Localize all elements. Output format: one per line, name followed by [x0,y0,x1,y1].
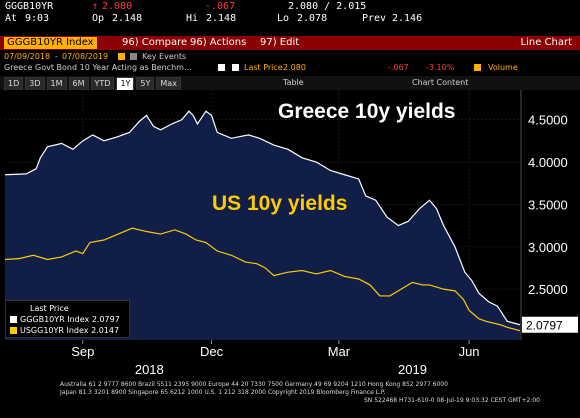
x-tick-label: Jun [459,344,480,359]
edit-button[interactable]: 97) Edit [260,37,300,48]
range-button-3d[interactable]: 3D [25,77,45,91]
y-tick-label: 4.5000 [528,113,568,128]
stats-bar: At 9:03 Op 2.148 Hi 2.148 Lo 2.078 Prev … [0,13,580,25]
change-value: -.067 [205,1,236,12]
legend-swatch-greece [10,316,17,323]
greece-yield-line [4,110,521,326]
legend-value-us: 2.0147 [91,326,120,335]
legend-label-greece: GGGB10YR Index [20,315,90,324]
date-range-bar: 07/09/2018 - 07/08/2019 Key Events [0,51,580,62]
last-value: 2.080 [102,1,133,12]
yield-chart: 4.5000 4.0000 3.5000 3.0000 2.5000 2.0797 Sep D… [4,90,578,377]
x-tick-label: Dec [200,344,224,359]
y-tick-label: 3.0000 [528,240,568,255]
open-label: Op [92,13,105,24]
range-button-1y[interactable]: 1Y [116,77,135,91]
x-tick-label: Mar [328,344,351,359]
bid-ask: 2.080 / 2.015 [288,1,367,12]
table-button[interactable]: Table [283,78,304,87]
range-button-6m[interactable]: 6M [68,77,89,91]
footer-line-2: Japan 81 3 3201 8900 Singapore 65 6212 1… [60,389,386,396]
compare-button[interactable]: 96) Compare [122,37,188,48]
year-label: 2019 [398,362,427,377]
greece-annotation: Greece 10y yields [278,100,455,123]
key-events-checkbox[interactable] [130,53,137,60]
us-annotation: US 10y yields [212,192,347,215]
time-label: At [5,13,18,24]
end-date-field[interactable]: 07/08/2019 [62,52,109,61]
range-bar: 1D 3D 1M 6M YTD 1Y 5Y Max Table Chart Content [0,76,580,91]
chart-legend: Last Price GGGB10YR Index 2.0797 USGG10Y… [5,300,130,338]
range-button-ytd[interactable]: YTD [90,77,115,91]
security-description: Greece Govt Bond 10 Year Acting as Bench… [4,63,192,72]
security-field[interactable]: GGGB10YR Index [4,37,97,49]
greece-last-tag [522,316,578,333]
range-button-1m[interactable]: 1M [46,77,67,91]
y-tick-label: 3.5000 [528,197,568,212]
legend-title: Last Price [30,304,69,313]
ticker-symbol: GGGB10YR [5,1,54,12]
prev-label: Prev [362,13,387,24]
footer: Australia 61 2 9777 8600 Brazil 5511 239… [0,380,580,418]
low-label: Lo [277,13,290,24]
key-events-label: Key Events [142,52,187,61]
time-value: 9:03 [25,13,50,24]
legend-item-us: USGG10YR Index 2.0147 [10,325,125,336]
volume-checkbox[interactable] [474,64,481,71]
greece-area [5,111,520,341]
legend-value-greece: 2.0797 [91,315,120,324]
view-title: Line Chart [520,37,573,48]
ticker-bar: GGGB10YR ↑ 2.080 -.067 2.080 / 2.015 [0,0,580,13]
legend-item-greece: GGGB10YR Index 2.0797 [10,314,125,325]
footer-line-3: SN 522468 H731-610-0 08-Jul-19 9:03:32 C… [364,397,540,404]
date-separator: - [55,52,58,61]
range-button-5y[interactable]: 5Y [136,77,155,91]
range-buttons: 1D 3D 1M 6M YTD 1Y 5Y Max [4,77,183,91]
last-price-label: Last Price [244,63,283,72]
volume-label: Volume [488,63,518,72]
range-button-max[interactable]: Max [156,77,181,91]
y-tick-label: 2.5000 [528,282,568,297]
price-pct-change: -3.10% [426,63,455,72]
chart-content-button[interactable]: Chart Content [412,78,469,87]
legend-swatch-us [10,327,17,334]
prev-value: 2.146 [392,13,423,24]
footer-line-1: Australia 61 2 9777 8600 Brazil 5511 239… [60,381,448,388]
high-value: 2.148 [206,13,237,24]
high-label: Hi [186,13,199,24]
price-change: -.067 [388,63,409,72]
calendar-icon[interactable] [118,53,125,60]
low-value: 2.078 [297,13,328,24]
year-label: 2018 [135,362,164,377]
range-button-1d[interactable]: 1D [4,77,24,91]
us-yield-line [4,227,521,332]
greece-last-value: 2.0797 [526,319,563,333]
actions-button[interactable]: 96) Actions [190,37,247,48]
start-date-field[interactable]: 07/09/2018 [4,52,51,61]
last-price-value: 2.080 [283,63,306,72]
legend-label-us: USGG10YR Index [20,326,89,335]
last-price-checkbox[interactable] [232,64,239,71]
up-arrow-icon: ↑ [92,1,99,12]
command-toolbar: GGGB10YR Index 96) Compare 96) Actions 9… [0,36,580,50]
description-checkbox[interactable] [218,64,225,71]
open-value: 2.148 [112,13,143,24]
x-tick-label: Sep [71,344,94,359]
y-tick-label: 4.0000 [528,155,568,170]
security-description-bar: Greece Govt Bond 10 Year Acting as Bench… [0,62,580,74]
